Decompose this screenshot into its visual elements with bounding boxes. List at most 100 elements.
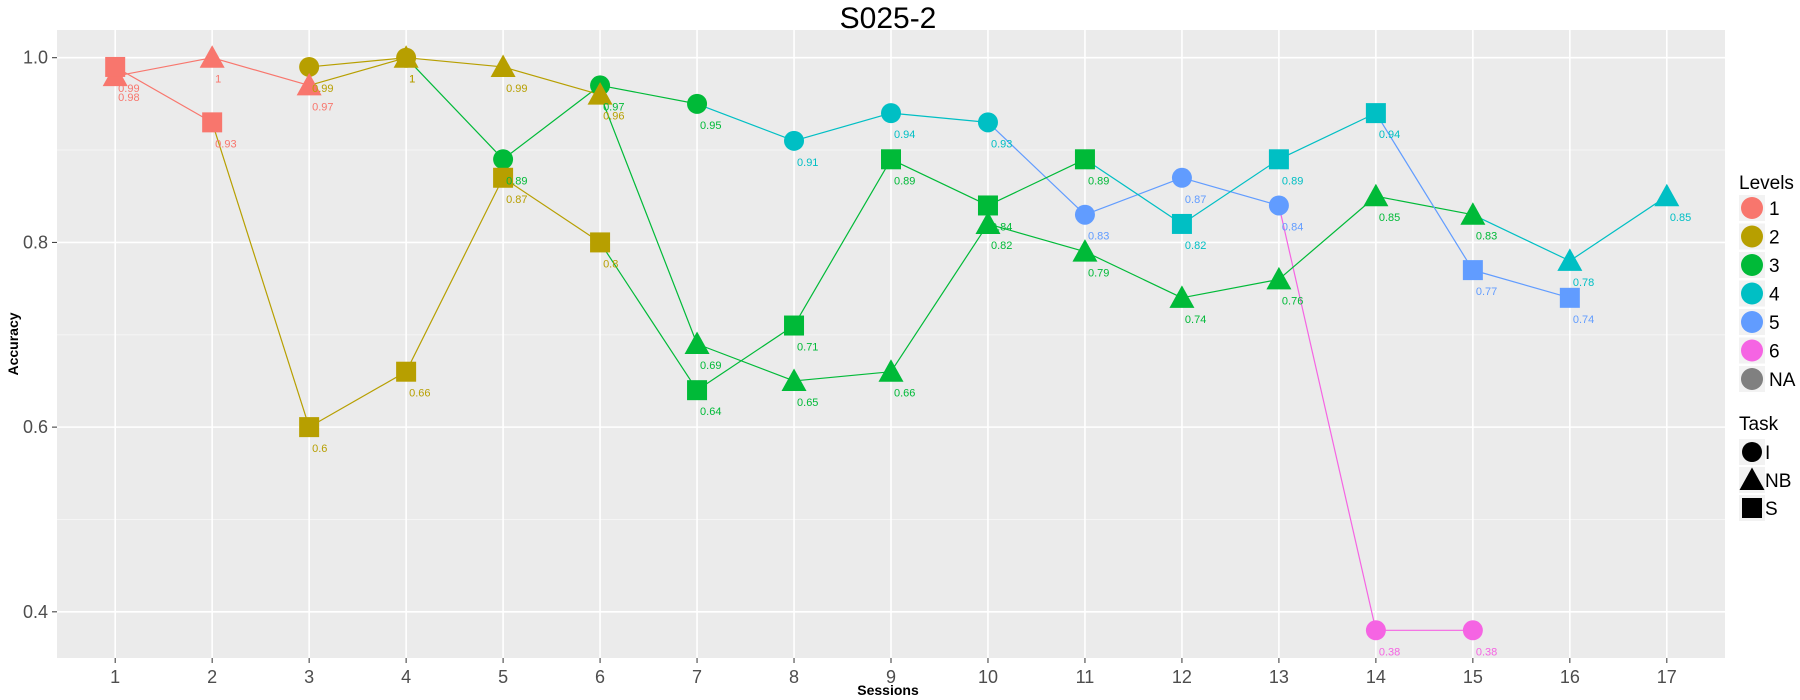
legend-task-label: NB xyxy=(1765,471,1791,492)
y-tick-label: 0.6 xyxy=(23,417,48,437)
data-label: 0.82 xyxy=(1185,240,1206,252)
x-tick-label: 5 xyxy=(498,667,508,687)
legend-task-label: I xyxy=(1765,443,1770,464)
series-line-s xyxy=(502,177,601,243)
data-label: 0.66 xyxy=(894,388,915,400)
series-line-i xyxy=(1278,205,1377,631)
legend-level-label: 6 xyxy=(1769,342,1780,363)
x-tick-label: 17 xyxy=(1657,667,1677,687)
series-line-nb xyxy=(1084,251,1183,299)
legend-level-label: 1 xyxy=(1769,199,1780,220)
data-point-s xyxy=(1559,287,1580,308)
x-tick-label: 10 xyxy=(978,667,998,687)
series-line-nb xyxy=(308,57,407,86)
data-label: 0.66 xyxy=(409,388,430,400)
data-point-nb xyxy=(1072,239,1098,262)
data-point-nb xyxy=(490,54,516,77)
series-lines xyxy=(114,57,1668,631)
data-label: 0.69 xyxy=(700,360,721,372)
data-label: 0.95 xyxy=(700,120,721,132)
data-point-s xyxy=(1074,149,1095,170)
series-line-i xyxy=(502,84,601,160)
series-line-i xyxy=(599,84,698,105)
data-point-i xyxy=(1365,620,1386,641)
legend-level-swatch xyxy=(1741,254,1763,276)
data-point-s xyxy=(881,149,901,170)
data-label: 0.89 xyxy=(894,175,915,187)
data-label: 0.78 xyxy=(1573,277,1594,289)
series-line-s xyxy=(1375,112,1474,271)
y-tick-label: 0.8 xyxy=(23,232,48,252)
legend-level-swatch xyxy=(1741,282,1763,305)
data-point-nb xyxy=(1460,202,1486,225)
data-label: 0.77 xyxy=(1476,286,1497,298)
data-label: 1 xyxy=(409,74,415,86)
series-line-nb xyxy=(406,57,504,68)
series-line-i xyxy=(696,103,795,142)
data-point-i xyxy=(1171,167,1192,188)
data-point-s xyxy=(977,195,998,216)
series-line-s xyxy=(696,325,795,391)
data-point-s xyxy=(1462,260,1483,281)
legend-level-label: 5 xyxy=(1769,313,1780,334)
legend-task-triangle-icon xyxy=(1739,467,1765,490)
series-line-s xyxy=(890,158,989,207)
series-line-nb xyxy=(1278,195,1377,280)
series-line-nb xyxy=(987,223,1086,253)
x-tick-label: 11 xyxy=(1076,667,1095,687)
data-point-s xyxy=(1171,213,1192,234)
data-point-i xyxy=(687,93,708,114)
legend-level-label: 3 xyxy=(1769,256,1780,277)
data-label: 0.94 xyxy=(1379,129,1400,141)
series-line-s xyxy=(599,242,698,391)
data-point-nb xyxy=(684,331,710,354)
data-label: 0.97 xyxy=(603,101,624,113)
data-label: 0.74 xyxy=(1573,314,1594,326)
data-point-s xyxy=(105,56,126,77)
data-label: 0.76 xyxy=(1282,295,1303,307)
series-line-s xyxy=(987,158,1086,207)
data-point-s xyxy=(1365,103,1386,124)
series-line-nb xyxy=(502,66,601,96)
legend: Levels 1 2 3 4 5 6 NA Task I NB S xyxy=(1739,173,1796,521)
data-label: 0.74 xyxy=(1185,314,1206,326)
x-tick-label: 7 xyxy=(692,667,702,687)
data-label: 0.94 xyxy=(894,129,915,141)
data-point-nb xyxy=(296,72,322,96)
series-line-s xyxy=(405,177,504,372)
legend-task-circle-icon xyxy=(1742,442,1762,462)
data-label: 0.38 xyxy=(1476,646,1497,658)
legend-level-label: 2 xyxy=(1769,228,1780,249)
series-line-nb xyxy=(793,371,892,382)
data-point-s xyxy=(202,112,223,133)
legend-level-swatch xyxy=(1741,339,1763,362)
data-point-i xyxy=(493,149,514,170)
data-point-nb xyxy=(1654,183,1680,207)
legend-level-label: 4 xyxy=(1769,285,1780,306)
data-label: 0.38 xyxy=(1379,646,1400,658)
data-point-nb xyxy=(1363,183,1389,207)
data-label: 0.89 xyxy=(1282,175,1303,187)
data-label: 0.91 xyxy=(797,157,818,169)
data-point-nb xyxy=(1557,248,1583,271)
series-line-nb xyxy=(1181,278,1280,299)
x-axis-title: Sessions xyxy=(857,682,919,698)
x-tick-label: 9 xyxy=(886,667,896,687)
data-point-i xyxy=(299,56,320,77)
data-point-nb xyxy=(1266,266,1292,290)
series-line-s xyxy=(1084,158,1183,225)
grid-lines xyxy=(57,30,1725,658)
series-line-nb xyxy=(115,57,213,77)
series-line-nb xyxy=(211,57,310,86)
data-label: 0.71 xyxy=(797,342,818,354)
x-tick-label: 13 xyxy=(1269,667,1289,687)
data-point-nb xyxy=(878,359,904,382)
data-label: 0.87 xyxy=(506,194,527,206)
data-label: 0.85 xyxy=(1670,212,1691,224)
data-point-nb xyxy=(587,82,613,105)
y-tick-label: 0.4 xyxy=(23,602,48,622)
data-label: 1 xyxy=(215,74,221,86)
series-line-nb xyxy=(599,94,698,345)
legend-level-swatch xyxy=(1741,311,1763,333)
data-labels: 0.99 1 0.89 0.97 0.95 0.91 0.94 0.93 0.83 0.87 0.8… xyxy=(118,74,1691,659)
